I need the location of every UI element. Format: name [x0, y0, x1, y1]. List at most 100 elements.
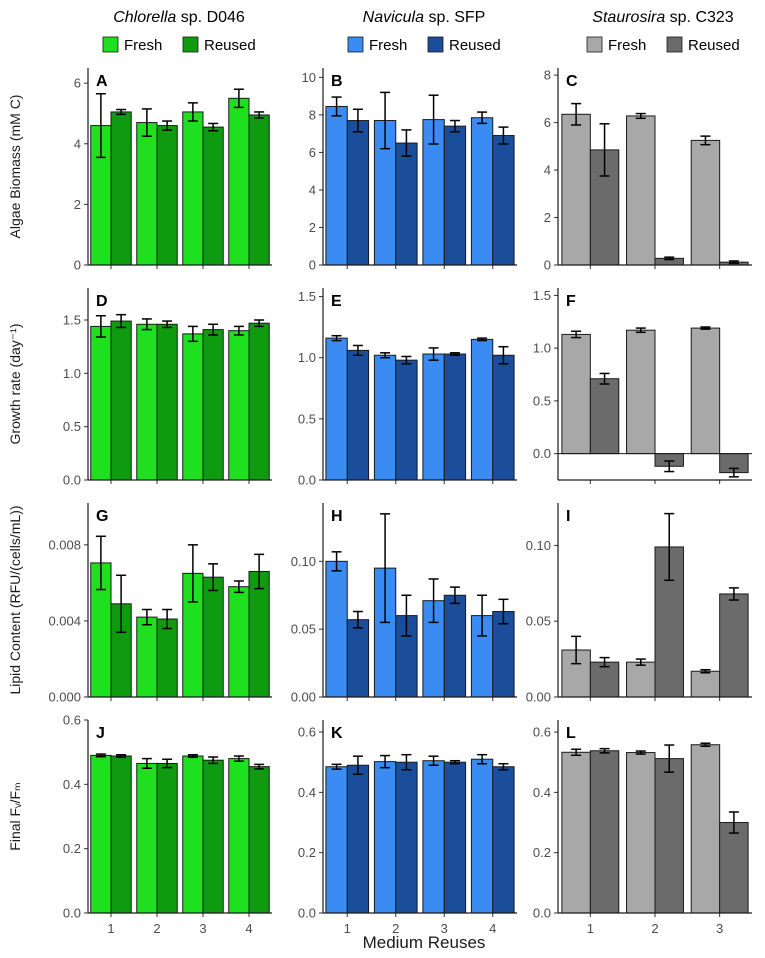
legend-label-fresh: Fresh — [369, 37, 407, 54]
bar-reused — [202, 759, 224, 914]
x-tick-label: 4 — [489, 921, 496, 936]
bar-reused — [110, 320, 132, 481]
x-tick-label: 1 — [344, 921, 351, 936]
bar-fresh — [422, 353, 445, 481]
bar-reused — [443, 761, 467, 914]
bar-reused — [589, 378, 620, 455]
x-axis-label: Medium Reuses — [363, 933, 486, 952]
bar-fresh — [325, 337, 348, 481]
bar-fresh — [136, 122, 158, 266]
y-tick-label: 1.5 — [298, 289, 316, 304]
species-italic: Navicula — [363, 9, 424, 26]
bar-fresh — [136, 616, 158, 698]
y-tick-label: 0.10 — [526, 538, 551, 553]
y-tick-label: 2 — [309, 220, 316, 235]
y-tick-label: 0.5 — [533, 393, 551, 408]
y-tick-label: 0.05 — [291, 622, 316, 637]
legend-swatch-fresh — [347, 36, 364, 53]
panel-K: 0.0 0.2 0.4 0.6 1 2 3 4 K — [298, 720, 517, 936]
bar-fresh — [626, 661, 656, 698]
panel-letter: I — [566, 508, 570, 525]
bar-fresh — [182, 333, 204, 481]
y-tick-label: 0.10 — [291, 554, 316, 569]
bar-fresh — [561, 333, 591, 455]
bar-reused — [248, 114, 270, 266]
y-tick-label: 4 — [309, 182, 316, 197]
y-tick-label: 8 — [309, 107, 316, 122]
y-tick-label: 8 — [544, 68, 551, 83]
bar-reused — [346, 120, 370, 266]
y-tick-label: 0 — [74, 258, 81, 273]
x-tick-label: 1 — [107, 921, 114, 936]
x-tick-label: 2 — [651, 921, 658, 936]
y-tick-label: 0.2 — [533, 845, 551, 860]
y-tick-label: 0.000 — [48, 690, 81, 705]
bar-fresh — [325, 766, 348, 914]
bar-fresh — [561, 113, 591, 266]
bar-reused — [719, 593, 749, 698]
panel-B: 0 2 4 6 8 10 B — [302, 68, 517, 273]
panel-letter: K — [331, 725, 343, 742]
y-tick-label: 4 — [544, 163, 551, 178]
bar-fresh — [228, 586, 250, 698]
bar-fresh — [561, 751, 591, 914]
panel-A: 0 2 4 6 A — [74, 68, 272, 273]
legend-label-reused: Reused — [204, 37, 256, 54]
bar-reused — [654, 758, 684, 914]
bar-reused — [589, 750, 620, 914]
bar-fresh — [470, 758, 494, 914]
x-tick-label: 2 — [153, 921, 160, 936]
bar-reused — [156, 125, 178, 266]
bar-fresh — [422, 760, 445, 914]
x-tick-label: 2 — [392, 921, 399, 936]
bar-reused — [492, 135, 515, 266]
panel-C: 0 2 4 6 8 C — [544, 68, 752, 273]
bar-fresh — [690, 670, 721, 698]
bar-fresh — [136, 762, 158, 914]
panel-letter: C — [566, 73, 578, 90]
column-title-1: Chlorella sp. D046 — [113, 9, 245, 26]
y-tick-label: 0.5 — [298, 411, 316, 426]
y-tick-label: 1.0 — [533, 341, 551, 356]
bar-reused — [589, 661, 620, 698]
bar-reused — [443, 594, 467, 698]
y-tick-label: 0.0 — [63, 473, 81, 488]
panel-H: 0.00 0.05 0.10 H — [291, 503, 517, 705]
column-title-2: Navicula sp. SFP — [363, 9, 486, 26]
y-tick-label: 2 — [74, 197, 81, 212]
panel-D: 0.0 0.5 1.0 1.5 D — [63, 288, 272, 488]
bar-fresh — [626, 329, 656, 455]
bar-fresh — [182, 111, 204, 266]
bar-reused — [110, 111, 132, 266]
bar-fresh — [470, 117, 494, 266]
y-tick-label: 6 — [74, 76, 81, 91]
y-tick-label: 0.6 — [63, 713, 81, 728]
species-italic: Staurosira — [592, 9, 665, 26]
bar-reused — [156, 618, 178, 698]
y-tick-label: 4 — [74, 136, 81, 151]
bar-reused — [492, 354, 515, 481]
y-tick-label: 0.0 — [63, 906, 81, 921]
x-tick-label: 3 — [716, 921, 723, 936]
bar-reused — [346, 619, 370, 698]
y-tick-label: 0 — [544, 258, 551, 273]
bar-reused — [395, 359, 418, 481]
panel-letter: J — [96, 725, 105, 742]
bar-reused — [110, 755, 132, 914]
bar-reused — [202, 576, 224, 698]
legend-label-reused: Reused — [449, 37, 501, 54]
bar-fresh — [626, 752, 656, 914]
bar-fresh — [690, 744, 721, 914]
bar-reused — [156, 323, 178, 481]
legend-swatch-reused — [666, 36, 683, 53]
row-ylabel-3: Lipid Content (RFU/(cells/mL)) — [7, 505, 23, 694]
bar-reused — [202, 329, 224, 481]
legend-label-fresh: Fresh — [608, 37, 646, 54]
x-tick-label: 1 — [587, 921, 594, 936]
y-tick-label: 0.004 — [48, 613, 81, 628]
y-tick-label: 1.0 — [298, 350, 316, 365]
bar-fresh — [228, 97, 250, 266]
panel-F: 0.0 0.5 1.0 1.5 F — [533, 288, 752, 484]
y-tick-label: 6 — [544, 115, 551, 130]
